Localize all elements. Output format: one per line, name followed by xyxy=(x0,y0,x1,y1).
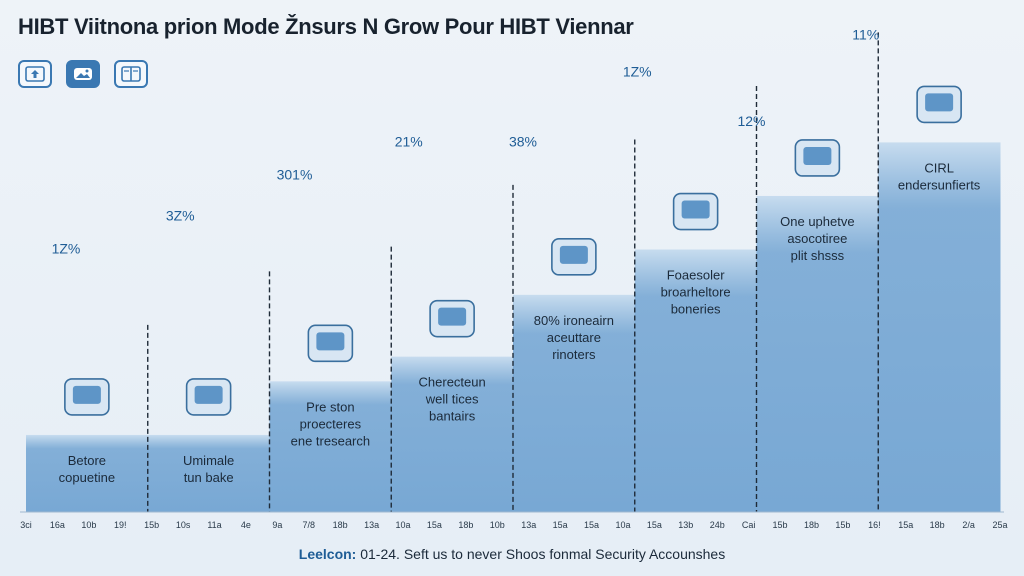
step-label: Pre ston xyxy=(306,399,354,414)
x-tick-label: 10a xyxy=(396,520,411,530)
step-label: endersunfierts xyxy=(898,177,981,192)
step-bar xyxy=(634,249,757,512)
x-tick-label: 18b xyxy=(804,520,819,530)
x-tick-label: 16a xyxy=(50,520,65,530)
x-tick-label: 15a xyxy=(427,520,442,530)
device-icon-screen xyxy=(438,307,467,326)
legend-key: Leelcon: xyxy=(298,546,357,562)
device-icon-screen xyxy=(803,146,832,165)
x-tick-label: 3ci xyxy=(20,520,32,530)
step-bar xyxy=(513,294,636,512)
x-tick-label: 13a xyxy=(364,520,379,530)
device-icon-screen xyxy=(681,200,710,219)
step-bar xyxy=(756,195,879,512)
step-label: Umimale xyxy=(183,453,234,468)
x-tick-label: 10a xyxy=(615,520,630,530)
step-label: One uphetve xyxy=(780,214,854,229)
step-label: Cherecteun xyxy=(419,375,486,390)
step-label: Betore xyxy=(68,453,106,468)
step-bar xyxy=(147,434,270,512)
x-tick-label: 15b xyxy=(835,520,850,530)
x-tick-label: 13a xyxy=(521,520,536,530)
step-bar xyxy=(391,356,514,512)
step-label: broarheltore xyxy=(661,285,731,300)
x-tick-label: 15b xyxy=(144,520,159,530)
percent-label: 11% xyxy=(852,26,879,42)
x-tick-label: 10s xyxy=(176,520,191,530)
x-tick-label: 10b xyxy=(81,520,96,530)
x-tick-label: 18b xyxy=(333,520,348,530)
step-bar xyxy=(26,434,149,512)
legend-text: 01-24. Seft us to never Shoos fonmal Sec… xyxy=(360,546,726,562)
x-tick-label: 18b xyxy=(458,520,473,530)
percent-label: 3Z% xyxy=(166,208,195,224)
x-tick-label: 15b xyxy=(773,520,788,530)
device-icon-screen xyxy=(559,245,588,264)
toolbar xyxy=(18,60,148,88)
upload-button[interactable] xyxy=(18,60,52,88)
device-icon-screen xyxy=(925,93,954,112)
x-tick-label: 15a xyxy=(584,520,599,530)
upload-icon xyxy=(25,66,45,82)
x-tick-label: 18b xyxy=(930,520,945,530)
panel-button[interactable] xyxy=(114,60,148,88)
step-label: tun bake xyxy=(184,470,234,485)
x-tick-label: 7/8 xyxy=(303,520,316,530)
x-tick-label: 24b xyxy=(710,520,725,530)
percent-label: 38% xyxy=(509,134,537,150)
step-bar xyxy=(878,142,1001,512)
page-title: HIBT Viitnona prion Mode Žnsurs N Grow P… xyxy=(18,14,634,39)
x-tick-label: 10b xyxy=(490,520,505,530)
step-label: well tices xyxy=(425,392,479,407)
percent-label: 12% xyxy=(737,113,765,129)
x-tick-label: 16! xyxy=(868,520,881,530)
x-tick-label: 13b xyxy=(678,520,693,530)
percent-label: 301% xyxy=(277,167,313,183)
x-tick-label: 25a xyxy=(992,520,1007,530)
step-label: boneries xyxy=(671,302,721,317)
step-label: asocotiree xyxy=(787,231,847,246)
image-button[interactable] xyxy=(66,60,100,88)
x-tick-label: 15a xyxy=(898,520,913,530)
step-label: rinoters xyxy=(552,347,596,362)
step-label: aceuttare xyxy=(547,330,601,345)
device-icon-screen xyxy=(194,385,223,404)
x-tick-label: Cai xyxy=(742,520,756,530)
step-label: CIRL xyxy=(924,160,954,175)
step-label: ene tresearch xyxy=(291,433,371,448)
x-tick-label: 15a xyxy=(553,520,568,530)
percent-label: 21% xyxy=(395,134,423,150)
x-tick-label: 15a xyxy=(647,520,662,530)
percent-label: 1Z% xyxy=(52,241,81,257)
image-icon xyxy=(74,68,92,80)
device-icon-screen xyxy=(316,332,345,351)
x-tick-label: 4e xyxy=(241,520,251,530)
device-icon-screen xyxy=(72,385,101,404)
step-bar xyxy=(269,381,392,512)
percent-label: 1Z% xyxy=(623,64,652,80)
x-tick-label: 2/a xyxy=(962,520,975,530)
step-label: bantairs xyxy=(429,409,476,424)
step-label: 80% ironeairn xyxy=(534,313,614,328)
step-label: copuetine xyxy=(59,470,115,485)
x-tick-label: 9a xyxy=(272,520,282,530)
step-label: plit shsss xyxy=(791,248,845,263)
step-label: Foaesoler xyxy=(667,268,725,283)
x-tick-label: 19! xyxy=(114,520,127,530)
panel-icon xyxy=(121,66,141,82)
x-tick-label: 11a xyxy=(207,520,221,530)
step-label: proecteres xyxy=(300,416,362,431)
legend: Leelcon: 01-24. Seft us to never Shoos f… xyxy=(0,546,1024,562)
